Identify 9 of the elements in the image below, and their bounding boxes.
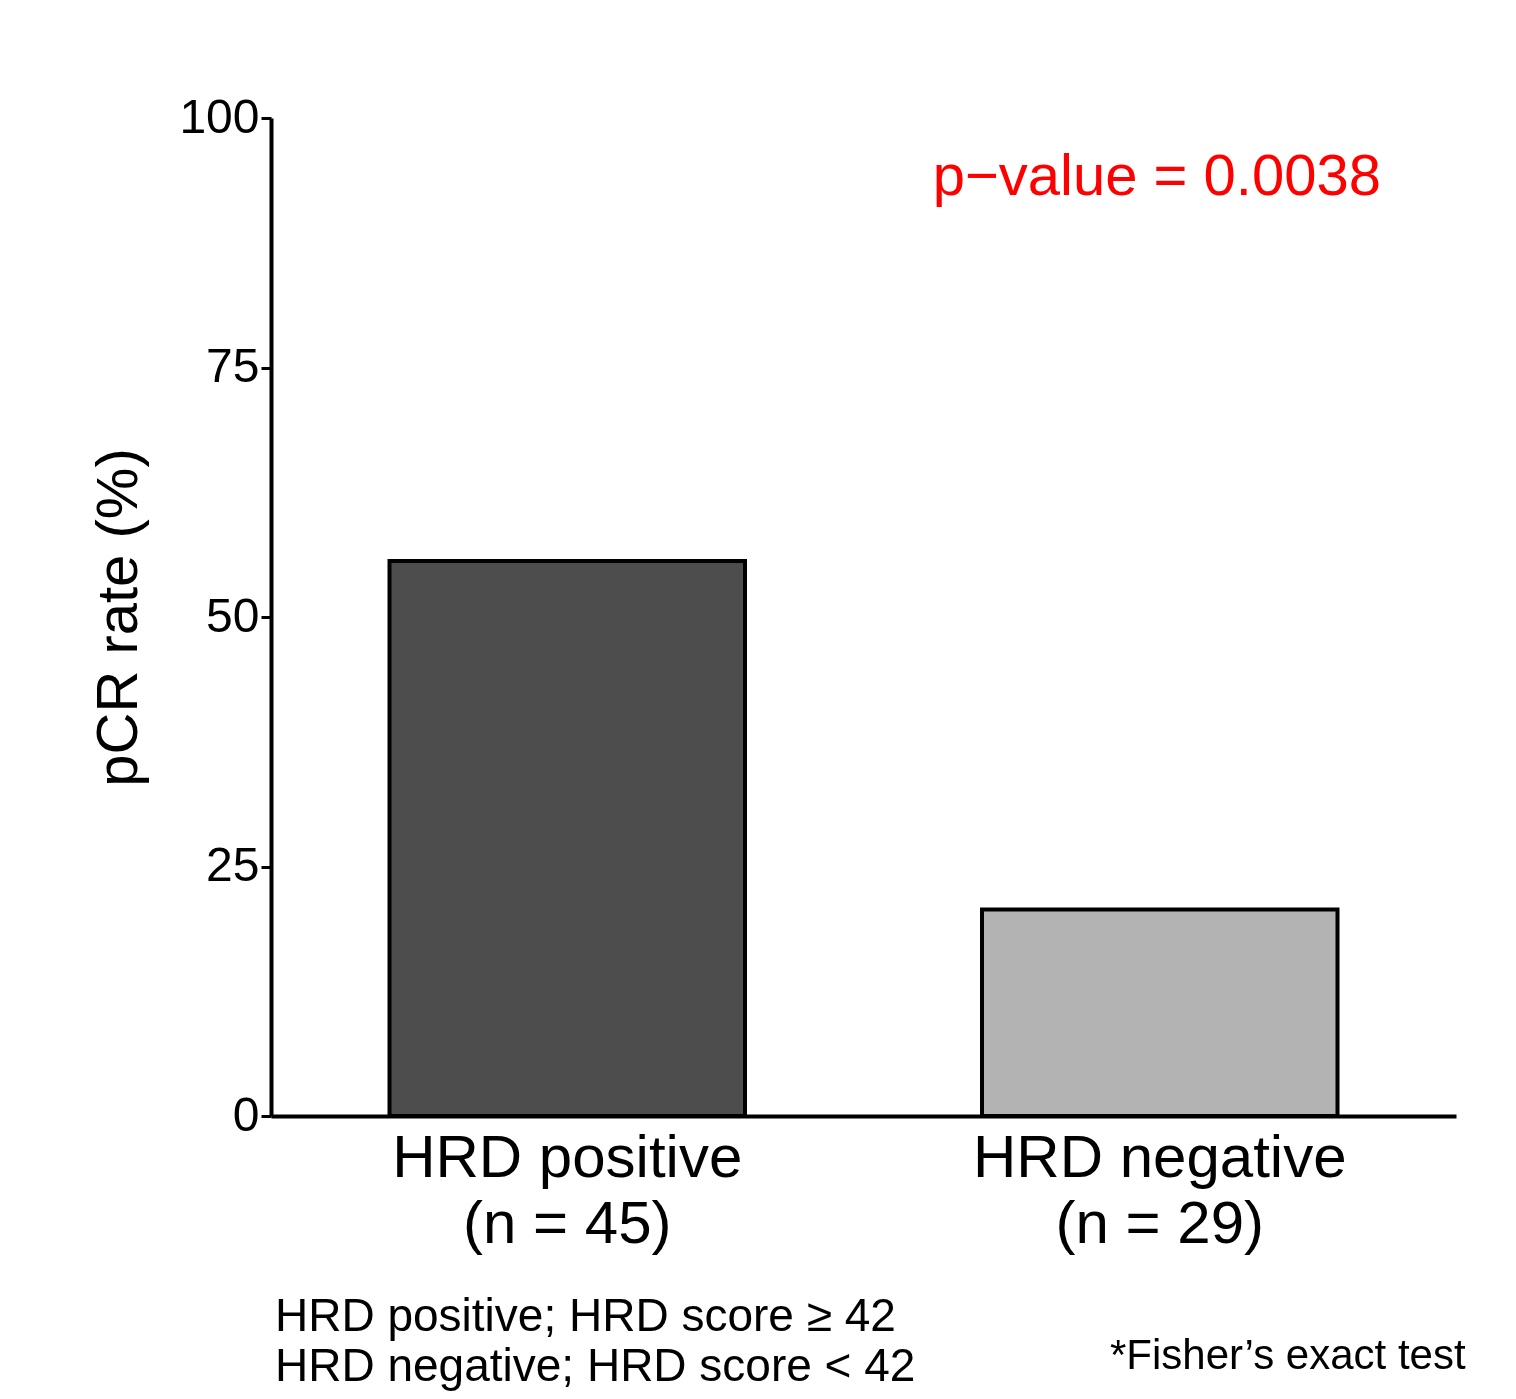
annotation: p−value = 0.0038 — [932, 142, 1381, 207]
text: HRD positive; HRD score ≥ 42 HRD negative; HRD score < 42 — [275, 1289, 916, 1391]
y-axis-title: pCR rate (%) — [84, 448, 150, 787]
y-tick-label: 50 — [206, 588, 260, 642]
y-tick-label: 100 — [179, 89, 260, 143]
y-tick-label: 0 — [232, 1087, 260, 1141]
text: *Fisher’s exact test — [1110, 1330, 1466, 1380]
y-tick-label: 25 — [206, 838, 260, 891]
y-tick-label: 75 — [206, 339, 260, 392]
